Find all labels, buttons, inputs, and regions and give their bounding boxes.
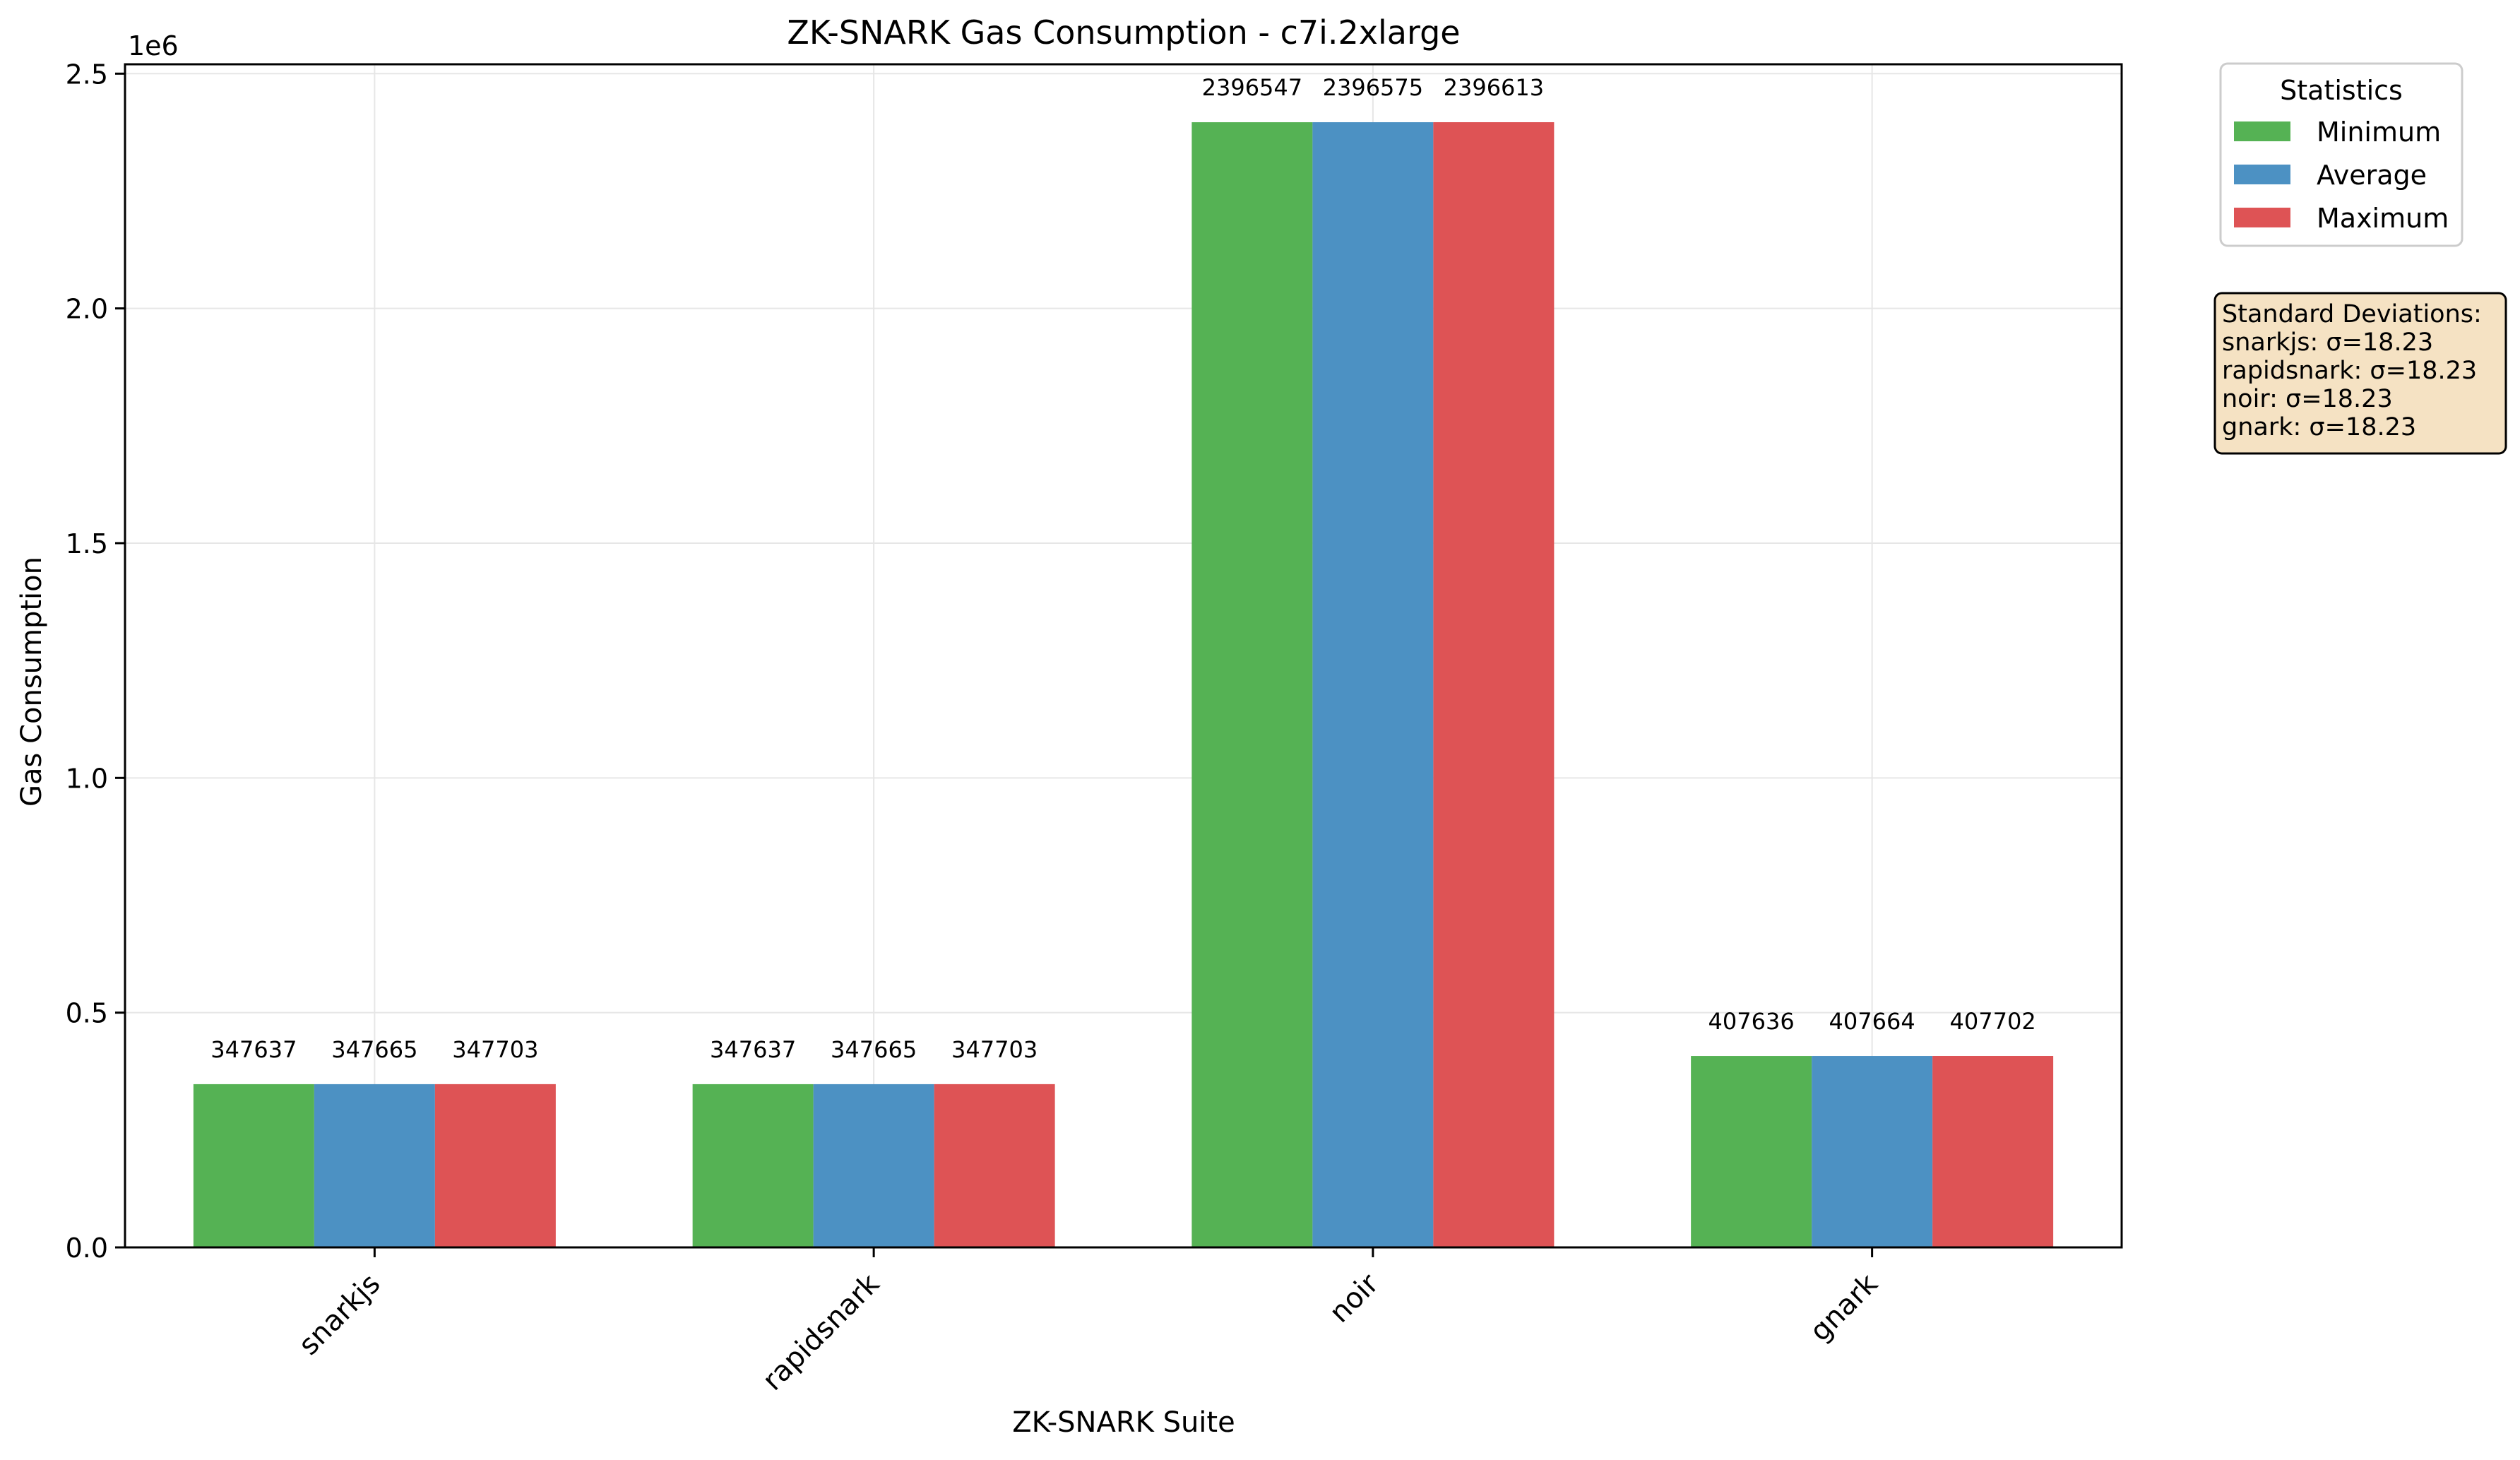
bar-maximum-snarkjs bbox=[434, 1084, 556, 1247]
y-tick-label: 2.0 bbox=[66, 294, 108, 325]
bar-value-label: 347703 bbox=[452, 1036, 538, 1063]
std-dev-annotation: Standard Deviations: snarkjs: σ=18.23rap… bbox=[2213, 292, 2507, 455]
legend-title: Statistics bbox=[2280, 75, 2403, 106]
annotation-title: Standard Deviations: bbox=[2222, 300, 2482, 328]
bar-value-label: 407702 bbox=[1950, 1008, 2036, 1035]
legend: Statistics Minimum Average Maximum bbox=[2219, 62, 2463, 247]
bar-minimum-noir bbox=[1191, 122, 1313, 1248]
legend-label-maximum: Maximum bbox=[2317, 203, 2449, 234]
y-axis-label: Gas Consumption bbox=[16, 557, 48, 807]
bar-average-gnark bbox=[1812, 1056, 1933, 1247]
bar-value-label: 2396613 bbox=[1444, 74, 1545, 101]
legend-label-average: Average bbox=[2317, 160, 2427, 191]
legend-swatch-minimum bbox=[2234, 121, 2290, 141]
bar-value-label: 347665 bbox=[831, 1036, 917, 1063]
x-axis-label: ZK-SNARK Suite bbox=[1012, 1406, 1235, 1439]
bar-average-rapidsnark bbox=[813, 1084, 934, 1247]
bar-value-label: 407664 bbox=[1829, 1008, 1915, 1035]
bars bbox=[193, 122, 2054, 1248]
bar-minimum-rapidsnark bbox=[692, 1084, 814, 1247]
bar-average-snarkjs bbox=[314, 1084, 435, 1247]
bar-value-label: 347637 bbox=[210, 1036, 297, 1063]
bar-maximum-rapidsnark bbox=[934, 1084, 1055, 1247]
bar-average-noir bbox=[1312, 122, 1434, 1247]
legend-swatch-average bbox=[2234, 165, 2290, 184]
bar-value-label: 2396575 bbox=[1323, 74, 1424, 101]
legend-label-minimum: Minimum bbox=[2317, 117, 2441, 148]
bar-maximum-gnark bbox=[1932, 1056, 2054, 1247]
annotation-line: noir: σ=18.23 bbox=[2222, 385, 2393, 413]
annotation-frame bbox=[2213, 292, 2507, 455]
y-tick-label: 0.5 bbox=[66, 998, 108, 1029]
legend-swatch-maximum bbox=[2234, 208, 2290, 227]
legend-frame bbox=[2219, 62, 2463, 247]
annotation-line: gnark: σ=18.23 bbox=[2222, 413, 2416, 441]
bar-value-labels: 347637 347637 2396547 407636 347665 347665 239… bbox=[210, 74, 2035, 1063]
y-axis: 0.0 0.5 1.0 1.5 2.0 2.5 bbox=[66, 59, 125, 1264]
bar-value-label: 2396547 bbox=[1202, 74, 1303, 101]
bar-value-label: 347703 bbox=[951, 1036, 1038, 1063]
plot-frame bbox=[124, 63, 2123, 1249]
chart-title: ZK-SNARK Gas Consumption - c7i.2xlarge bbox=[787, 13, 1460, 52]
bar-value-label: 347665 bbox=[331, 1036, 417, 1063]
annotation-line: rapidsnark: σ=18.23 bbox=[2222, 357, 2477, 385]
bar-value-label: 407636 bbox=[1708, 1008, 1795, 1035]
y-offset-label: 1e6 bbox=[128, 30, 179, 61]
bar-value-label: 347637 bbox=[710, 1036, 796, 1063]
y-tick-label: 2.5 bbox=[66, 59, 108, 90]
y-tick-label: 0.0 bbox=[66, 1233, 108, 1264]
annotation-line: snarkjs: σ=18.23 bbox=[2222, 328, 2433, 357]
y-tick-label: 1.5 bbox=[66, 528, 108, 559]
bar-minimum-snarkjs bbox=[193, 1084, 314, 1247]
y-tick-label: 1.0 bbox=[66, 763, 108, 794]
bar-maximum-noir bbox=[1433, 122, 1555, 1247]
bar-minimum-gnark bbox=[1691, 1056, 1812, 1247]
legend-items: Minimum Average Maximum bbox=[2234, 117, 2449, 234]
